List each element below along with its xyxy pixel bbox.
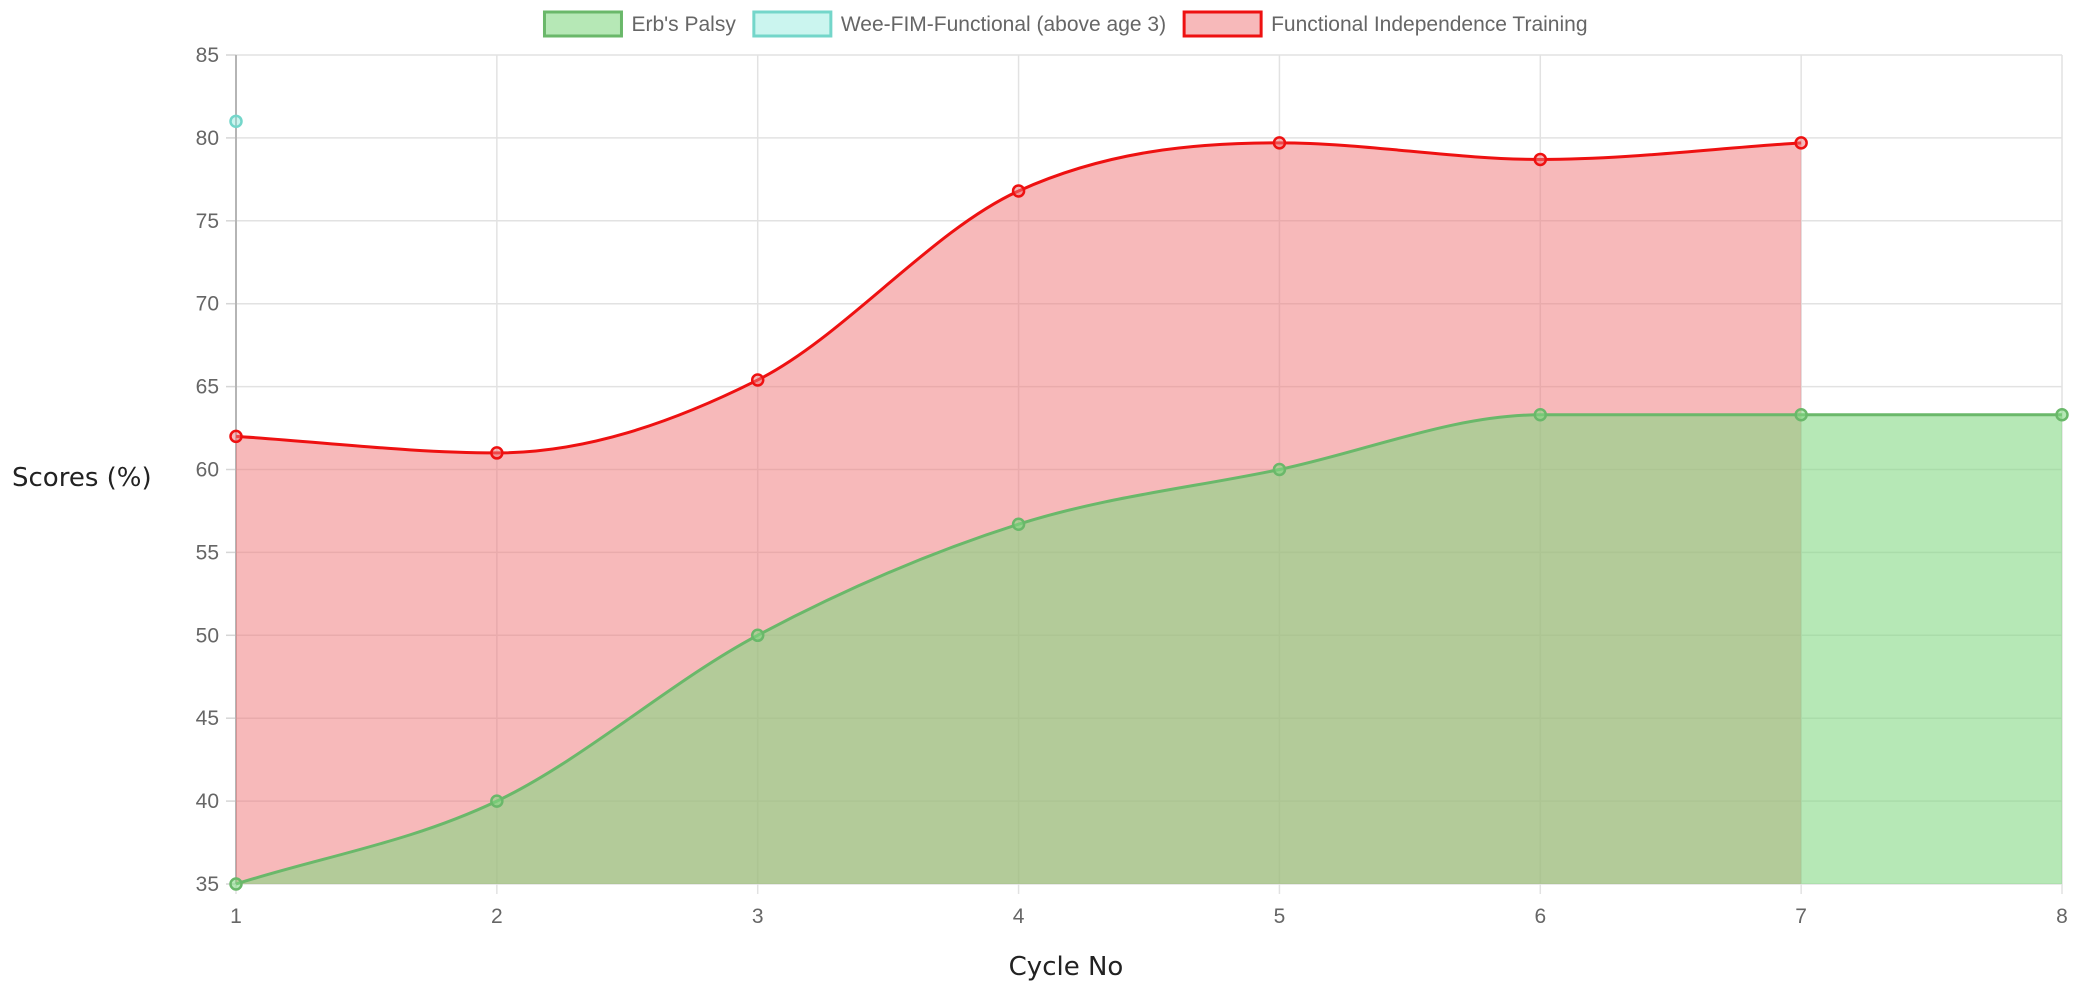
y-tick-label: 80 (196, 127, 219, 150)
series-area (236, 414, 2062, 884)
x-tick-label: 1 (230, 905, 242, 928)
data-point (229, 877, 243, 891)
legend: Erb's Palsy Wee-FIM-Functional (above age… (542, 10, 1588, 38)
data-point (229, 114, 243, 129)
data-point (1272, 136, 1287, 150)
legend-label: Erb's Palsy (631, 13, 736, 36)
x-tick-label: 2 (491, 905, 503, 928)
legend-swatch (1182, 10, 1263, 38)
data-point (750, 628, 765, 643)
legend-label: Wee-FIM-Functional (above age 3) (841, 13, 1166, 36)
data-point (1794, 136, 1808, 150)
y-tick-label: 35 (196, 873, 219, 896)
data-point (490, 794, 504, 808)
x-tick-label: 7 (1795, 905, 1807, 928)
x-axis-title: Cycle No (1009, 952, 1124, 981)
area-layer (236, 142, 2062, 884)
x-tick-label: 5 (1274, 905, 1286, 928)
data-point (1533, 408, 1548, 422)
y-tick-label: 65 (196, 376, 219, 399)
y-tick-label: 85 (196, 44, 219, 67)
x-tick-label: 8 (2056, 905, 2068, 928)
x-tick-label: 3 (752, 905, 764, 928)
data-point (1533, 152, 1548, 167)
data-point (1272, 462, 1287, 477)
point-layer (229, 114, 2069, 891)
y-tick-label: 40 (196, 790, 219, 813)
data-point (1011, 517, 1026, 531)
y-tick-label: 60 (196, 459, 219, 482)
data-point (2055, 408, 2069, 422)
data-point (1794, 408, 1808, 422)
data-point (490, 446, 504, 460)
x-tick-label: 4 (1013, 905, 1025, 928)
data-point (229, 429, 243, 444)
y-tick-label: 50 (196, 624, 219, 647)
y-axis-title: Scores (%) (12, 463, 152, 493)
legend-swatch (542, 10, 623, 38)
y-tick-label: 70 (196, 293, 219, 316)
legend-swatch (752, 10, 833, 38)
series-line (235, 413, 2062, 886)
data-point (1011, 184, 1026, 198)
legend-label: Functional Independence Training (1271, 13, 1587, 36)
y-tick-label: 55 (196, 541, 219, 564)
y-tick-label: 75 (196, 210, 219, 233)
data-point (750, 373, 765, 387)
x-tick-label: 6 (1534, 905, 1546, 928)
y-tick-label: 45 (196, 707, 219, 730)
